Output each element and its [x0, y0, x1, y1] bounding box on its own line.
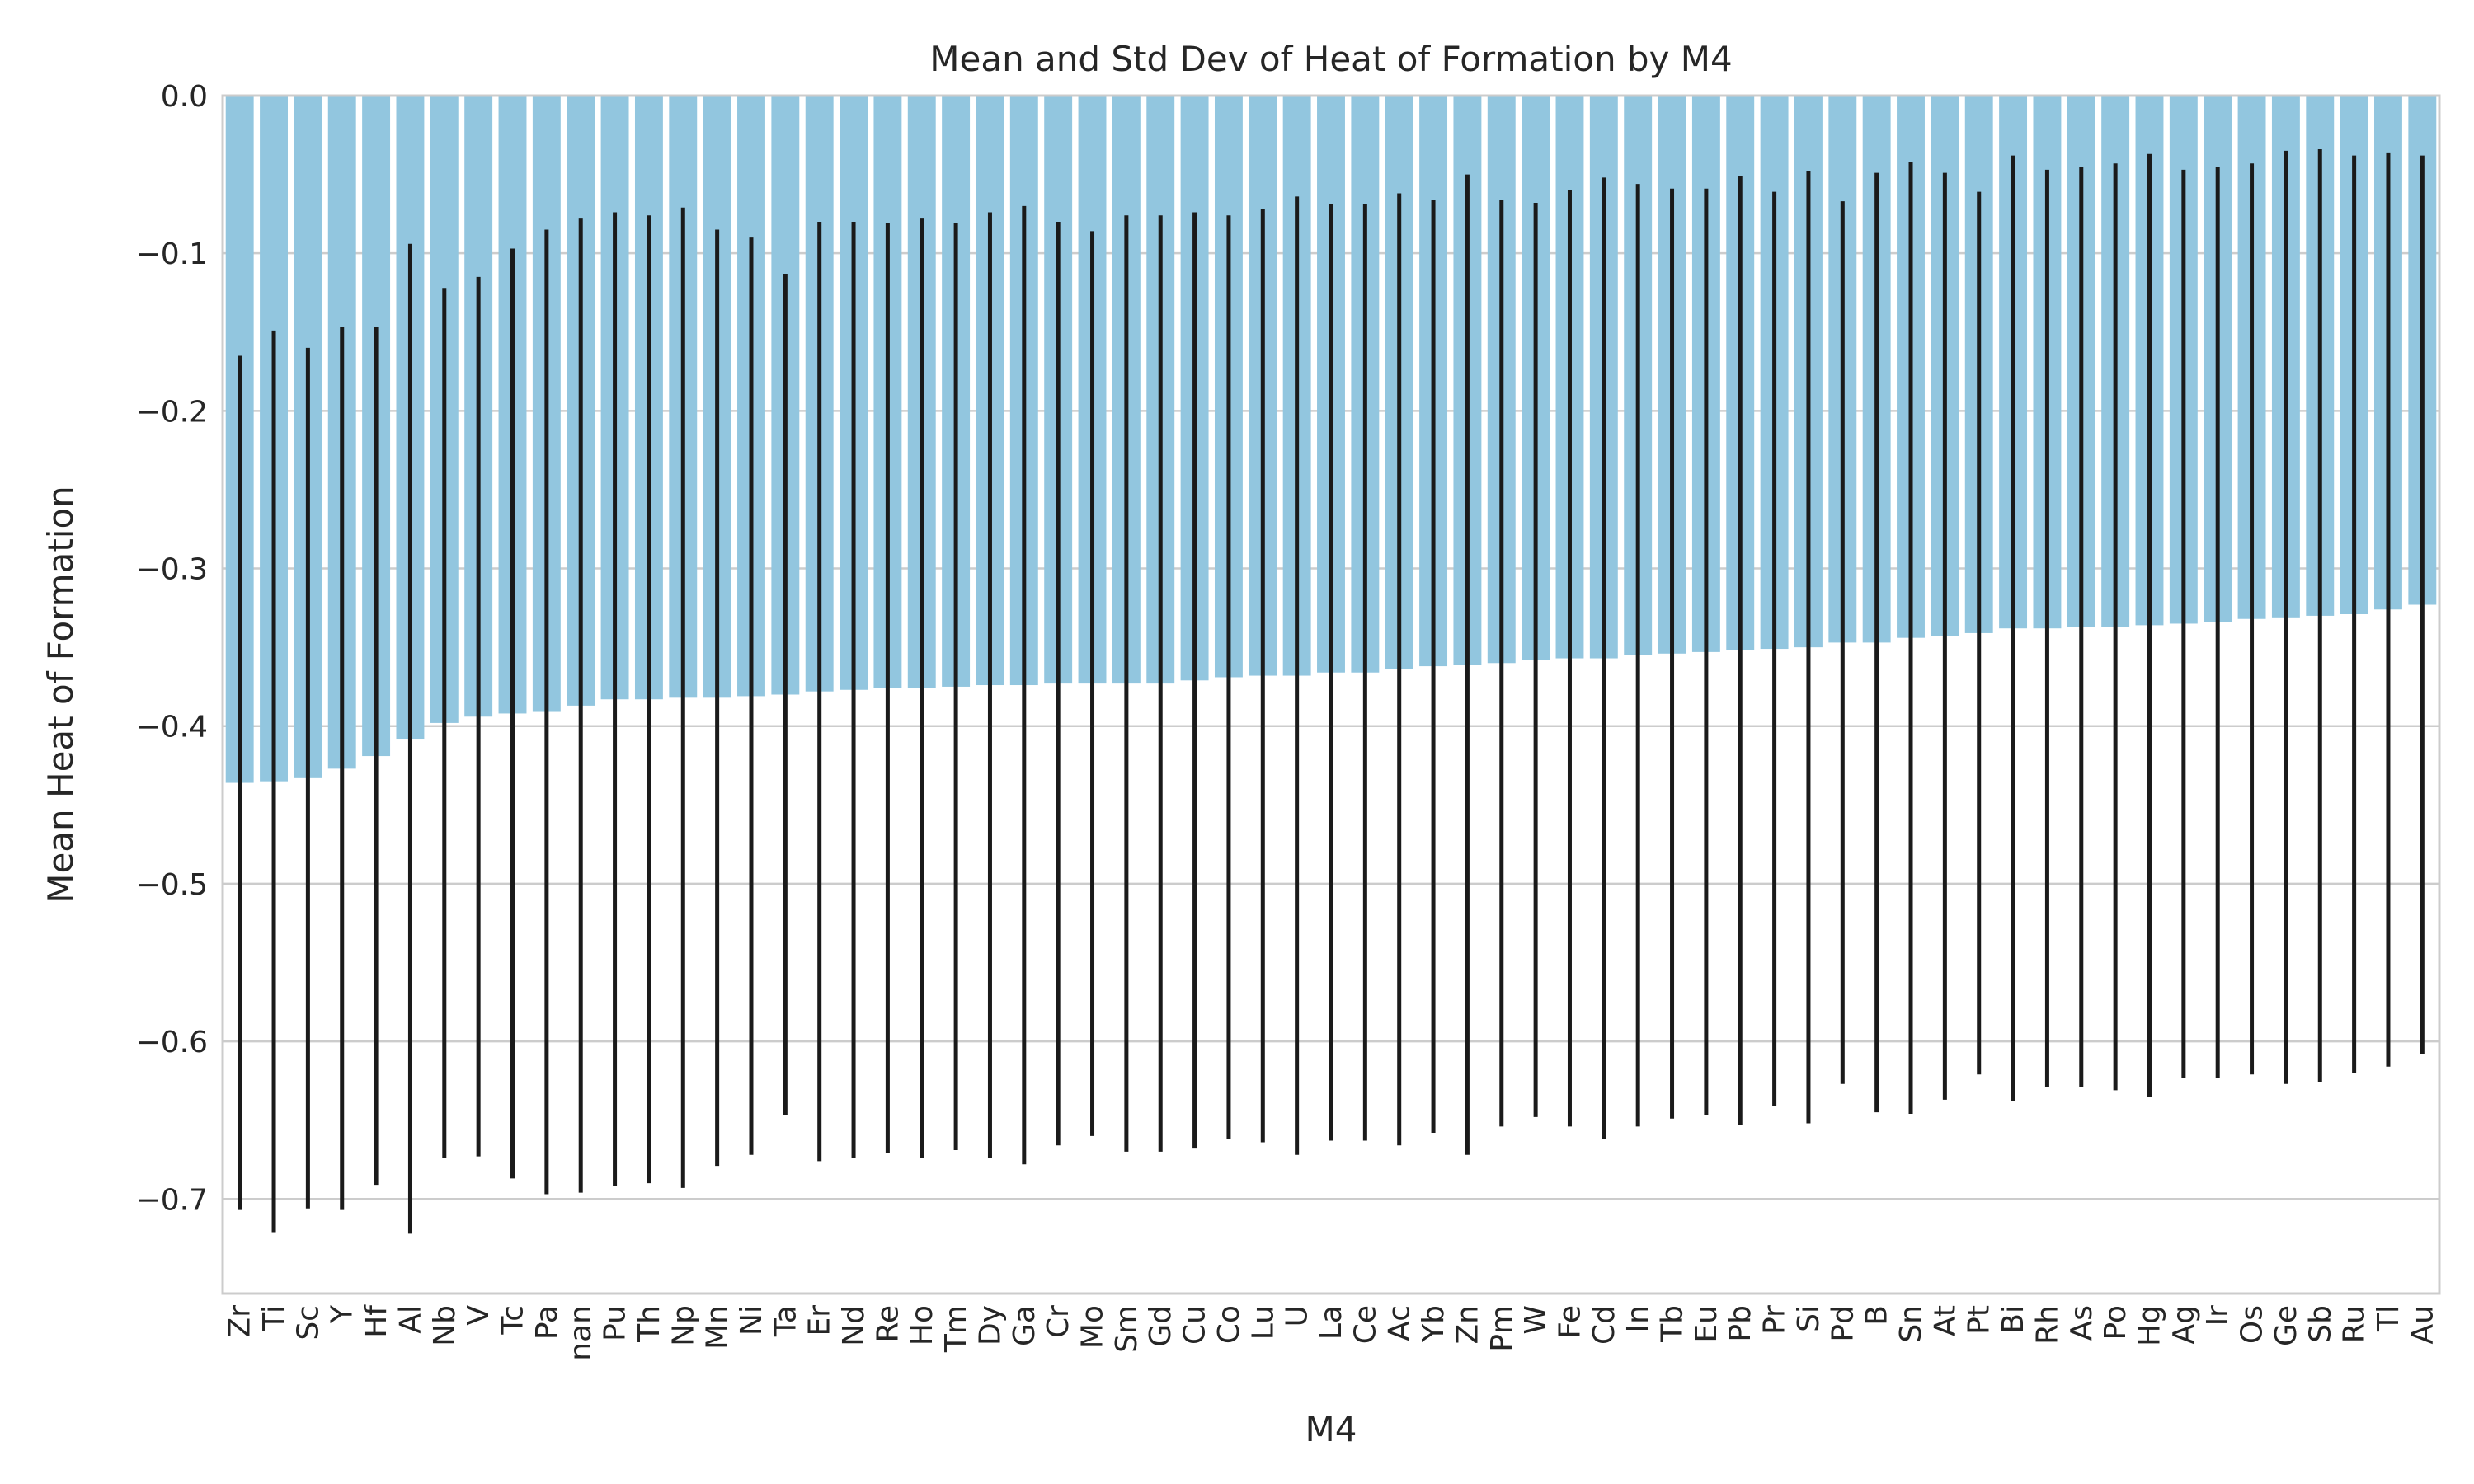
- x-tick-label: Pt: [1963, 1305, 1997, 1335]
- x-tick-label: Au: [2406, 1305, 2439, 1344]
- x-tick-label: Pu: [599, 1305, 633, 1341]
- x-tick-label: W: [1519, 1305, 1553, 1335]
- x-tick-label: Re: [871, 1305, 905, 1343]
- x-tick-label: Ge: [2269, 1305, 2303, 1346]
- x-tick-label: Pd: [1826, 1305, 1860, 1342]
- x-tick-label: Ag: [2167, 1305, 2201, 1344]
- x-tick-label: Cd: [1587, 1305, 1621, 1345]
- x-tick-label: Pm: [1485, 1305, 1519, 1352]
- y-tick-label: −0.3: [136, 553, 208, 587]
- x-tick-label: Pa: [530, 1305, 564, 1340]
- x-tick-label: Ho: [905, 1305, 939, 1345]
- x-tick-label: Cr: [1042, 1305, 1075, 1338]
- x-tick-label: Tm: [939, 1305, 973, 1353]
- y-tick-label: −0.7: [136, 1183, 208, 1217]
- y-tick-labels: 0.0 −0.1 −0.2 −0.3 −0.4 −0.5 −0.6 −0.7: [136, 80, 208, 1217]
- plot-frame: [221, 94, 2441, 1295]
- chart-title: Mean and Std Dev of Heat of Formation by…: [929, 39, 1733, 79]
- x-tick-label: Nd: [837, 1305, 871, 1346]
- x-tick-label: Sc: [291, 1305, 325, 1341]
- x-tick-label: nan: [564, 1305, 598, 1361]
- x-tick-label: Lu: [1246, 1305, 1280, 1340]
- y-tick-label: −0.4: [136, 711, 208, 744]
- error-bars: [238, 149, 2425, 1234]
- x-tick-label: Sm: [1110, 1305, 1144, 1353]
- x-tick-label: Bi: [1997, 1305, 2030, 1334]
- x-tick-label: As: [2065, 1305, 2099, 1341]
- x-tick-label: Gd: [1144, 1305, 1178, 1347]
- x-tick-label: Ti: [257, 1305, 291, 1331]
- x-tick-label: Tb: [1656, 1305, 1690, 1343]
- x-tick-label: La: [1315, 1305, 1348, 1340]
- x-tick-label: Hg: [2133, 1305, 2166, 1346]
- x-tick-label: Al: [393, 1305, 427, 1334]
- x-tick-label: Nb: [428, 1305, 462, 1346]
- x-tick-label: Zn: [1451, 1305, 1484, 1344]
- x-tick-label: Mo: [1076, 1305, 1110, 1349]
- x-tick-label: Tc: [496, 1305, 530, 1336]
- x-tick-label: Cu: [1178, 1305, 1212, 1345]
- x-tick-label: Ac: [1383, 1305, 1417, 1341]
- x-tick-label: Fe: [1553, 1305, 1587, 1339]
- x-tick-label: Tl: [2372, 1305, 2406, 1332]
- x-axis-label: M4: [1305, 1409, 1357, 1449]
- x-tick-label: Sn: [1894, 1305, 1928, 1343]
- x-tick-label: Th: [633, 1305, 666, 1343]
- x-tick-label: U: [1281, 1305, 1315, 1327]
- y-axis-label: Mean Heat of Formation: [40, 486, 81, 904]
- y-tick-label: −0.2: [136, 395, 208, 429]
- x-tick-label: Y: [326, 1304, 360, 1324]
- y-tick-label: 0.0: [161, 80, 208, 114]
- x-tick-label: Er: [803, 1305, 837, 1336]
- x-tick-label: Zr: [223, 1305, 257, 1338]
- x-tick-label: Si: [1792, 1305, 1826, 1332]
- x-tick-label: Ru: [2338, 1305, 2372, 1343]
- x-tick-label: Ni: [735, 1305, 769, 1336]
- x-tick-label: Dy: [973, 1305, 1007, 1345]
- x-tick-label: B: [1860, 1305, 1894, 1326]
- x-tick-label: Mn: [701, 1305, 735, 1350]
- x-tick-labels: Zr Ti Sc Y Hf Al Nb V Tc Pa nan Pu Th Np Mn Ni Ta Er Nd Re H…: [223, 1304, 2440, 1361]
- x-tick-label: Po: [2099, 1305, 2133, 1340]
- x-tick-label: V: [462, 1305, 496, 1326]
- y-tick-label: −0.5: [136, 868, 208, 902]
- x-tick-label: Rh: [2030, 1305, 2064, 1345]
- x-tick-label: Np: [666, 1305, 700, 1346]
- y-tick-label: −0.1: [136, 237, 208, 271]
- x-tick-label: At: [1928, 1305, 1962, 1336]
- x-tick-label: Os: [2236, 1305, 2269, 1344]
- x-tick-label: In: [1621, 1305, 1655, 1332]
- x-tick-label: Pr: [1758, 1305, 1792, 1335]
- y-tick-label: −0.6: [136, 1026, 208, 1059]
- x-tick-label: Hf: [360, 1304, 393, 1338]
- x-tick-label: Co: [1212, 1305, 1246, 1344]
- x-tick-label: Pb: [1724, 1305, 1757, 1342]
- x-tick-label: Ir: [2201, 1305, 2235, 1327]
- x-tick-label: Ga: [1008, 1305, 1042, 1346]
- x-tick-label: Sb: [2303, 1305, 2337, 1343]
- x-tick-label: Ta: [769, 1305, 802, 1337]
- x-tick-label: Yb: [1417, 1305, 1451, 1343]
- x-tick-label: Eu: [1690, 1305, 1724, 1343]
- x-tick-label: Ce: [1348, 1305, 1382, 1344]
